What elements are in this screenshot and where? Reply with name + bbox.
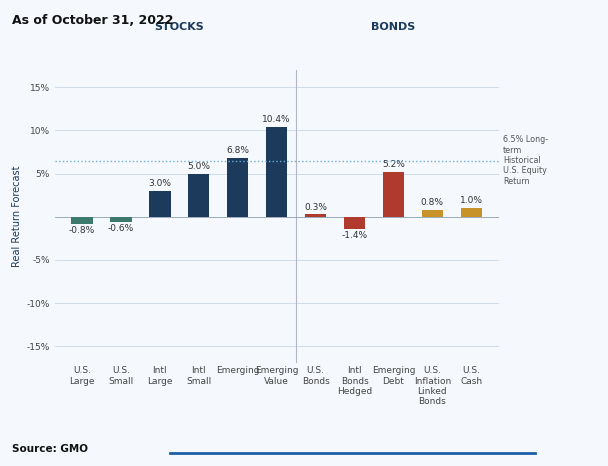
Bar <box>382 172 404 217</box>
Text: -0.6%: -0.6% <box>108 225 134 233</box>
Bar <box>188 173 210 217</box>
Text: 0.3%: 0.3% <box>304 203 327 212</box>
Text: STOCKS: STOCKS <box>154 22 204 32</box>
Text: 0.8%: 0.8% <box>421 198 444 207</box>
Text: As of October 31, 2022: As of October 31, 2022 <box>12 14 174 27</box>
Bar <box>266 127 288 217</box>
Text: 6.8%: 6.8% <box>226 146 249 155</box>
Text: 5.2%: 5.2% <box>382 160 405 169</box>
Y-axis label: Real Return Forecast: Real Return Forecast <box>12 166 22 267</box>
Bar <box>422 210 443 217</box>
Text: Source: GMO: Source: GMO <box>12 445 88 454</box>
Bar <box>344 217 365 229</box>
Text: 1.0%: 1.0% <box>460 197 483 206</box>
Bar <box>71 217 92 224</box>
Bar <box>305 214 326 217</box>
Bar <box>461 208 482 217</box>
Text: 6.5% Long-
term
Historical
U.S. Equity
Return: 6.5% Long- term Historical U.S. Equity R… <box>503 135 548 186</box>
Bar <box>149 191 171 217</box>
Text: 5.0%: 5.0% <box>187 162 210 171</box>
Text: BONDS: BONDS <box>371 22 415 32</box>
Text: -1.4%: -1.4% <box>342 232 368 240</box>
Bar <box>227 158 249 217</box>
Bar <box>110 217 131 222</box>
Text: 3.0%: 3.0% <box>148 179 171 188</box>
Text: 10.4%: 10.4% <box>262 115 291 124</box>
Text: -0.8%: -0.8% <box>69 226 95 235</box>
